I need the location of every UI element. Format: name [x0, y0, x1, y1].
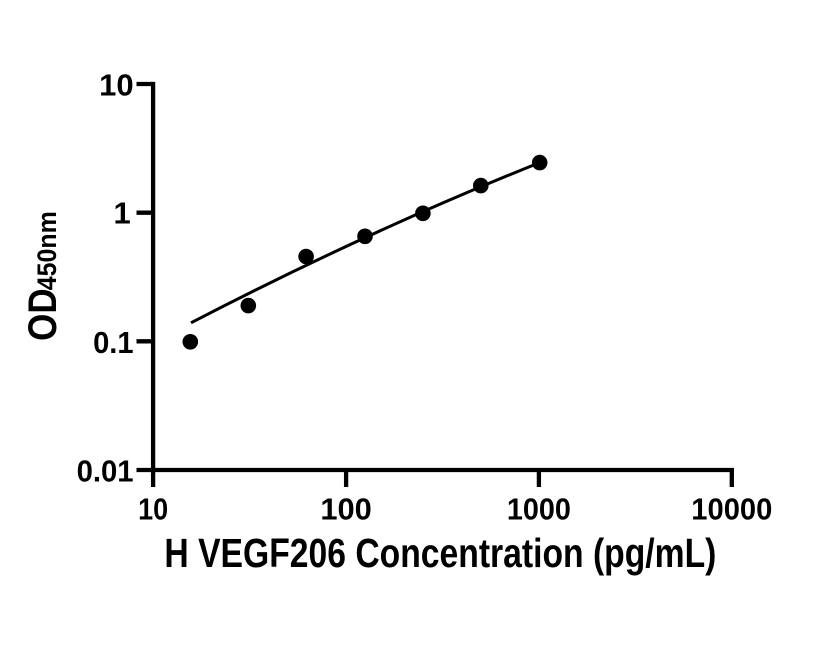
svg-text:0.01: 0.01: [77, 453, 134, 488]
svg-text:0.1: 0.1: [93, 325, 134, 360]
svg-text:1: 1: [114, 196, 131, 231]
svg-text:10: 10: [138, 492, 168, 527]
svg-text:1000: 1000: [507, 492, 571, 527]
svg-text:450nm: 450nm: [32, 211, 62, 290]
svg-text:10000: 10000: [691, 492, 772, 527]
svg-text:H VEGF206 Concentration (pg/mL: H VEGF206 Concentration (pg/mL): [164, 530, 716, 576]
svg-text:10: 10: [99, 68, 133, 103]
svg-text:100: 100: [320, 492, 372, 527]
svg-text:OD: OD: [21, 288, 65, 341]
